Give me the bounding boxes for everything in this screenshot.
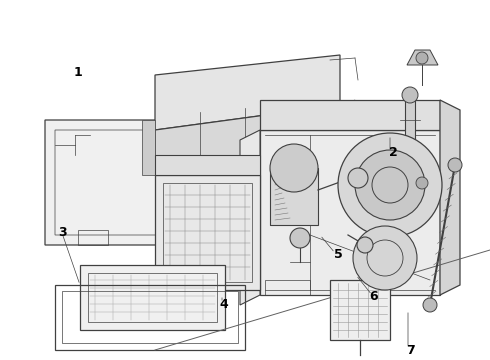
Circle shape bbox=[448, 158, 462, 172]
Polygon shape bbox=[155, 155, 260, 175]
Polygon shape bbox=[260, 100, 440, 130]
Circle shape bbox=[402, 87, 418, 103]
Circle shape bbox=[355, 150, 425, 220]
Circle shape bbox=[270, 144, 318, 192]
Polygon shape bbox=[240, 130, 260, 305]
Text: 6: 6 bbox=[369, 289, 378, 302]
Polygon shape bbox=[80, 265, 225, 330]
Circle shape bbox=[423, 298, 437, 312]
Text: 5: 5 bbox=[334, 248, 343, 261]
Polygon shape bbox=[45, 120, 210, 245]
Circle shape bbox=[338, 133, 442, 237]
Text: 3: 3 bbox=[58, 225, 66, 238]
Text: 7: 7 bbox=[406, 343, 415, 356]
Polygon shape bbox=[155, 175, 260, 290]
Polygon shape bbox=[440, 100, 460, 295]
Polygon shape bbox=[270, 175, 308, 225]
Polygon shape bbox=[405, 95, 415, 175]
Text: 4: 4 bbox=[220, 298, 228, 311]
Circle shape bbox=[357, 237, 373, 253]
Circle shape bbox=[348, 168, 368, 188]
Polygon shape bbox=[260, 130, 440, 295]
Circle shape bbox=[290, 228, 310, 248]
Polygon shape bbox=[407, 175, 438, 190]
Circle shape bbox=[416, 177, 428, 189]
Polygon shape bbox=[270, 168, 318, 225]
Polygon shape bbox=[142, 120, 155, 175]
Polygon shape bbox=[340, 100, 355, 155]
Polygon shape bbox=[330, 280, 390, 340]
Text: 1: 1 bbox=[74, 66, 82, 78]
Text: 2: 2 bbox=[389, 145, 397, 158]
Polygon shape bbox=[155, 55, 340, 130]
Circle shape bbox=[416, 52, 428, 64]
Circle shape bbox=[353, 226, 417, 290]
Polygon shape bbox=[155, 105, 340, 175]
Polygon shape bbox=[407, 50, 438, 65]
